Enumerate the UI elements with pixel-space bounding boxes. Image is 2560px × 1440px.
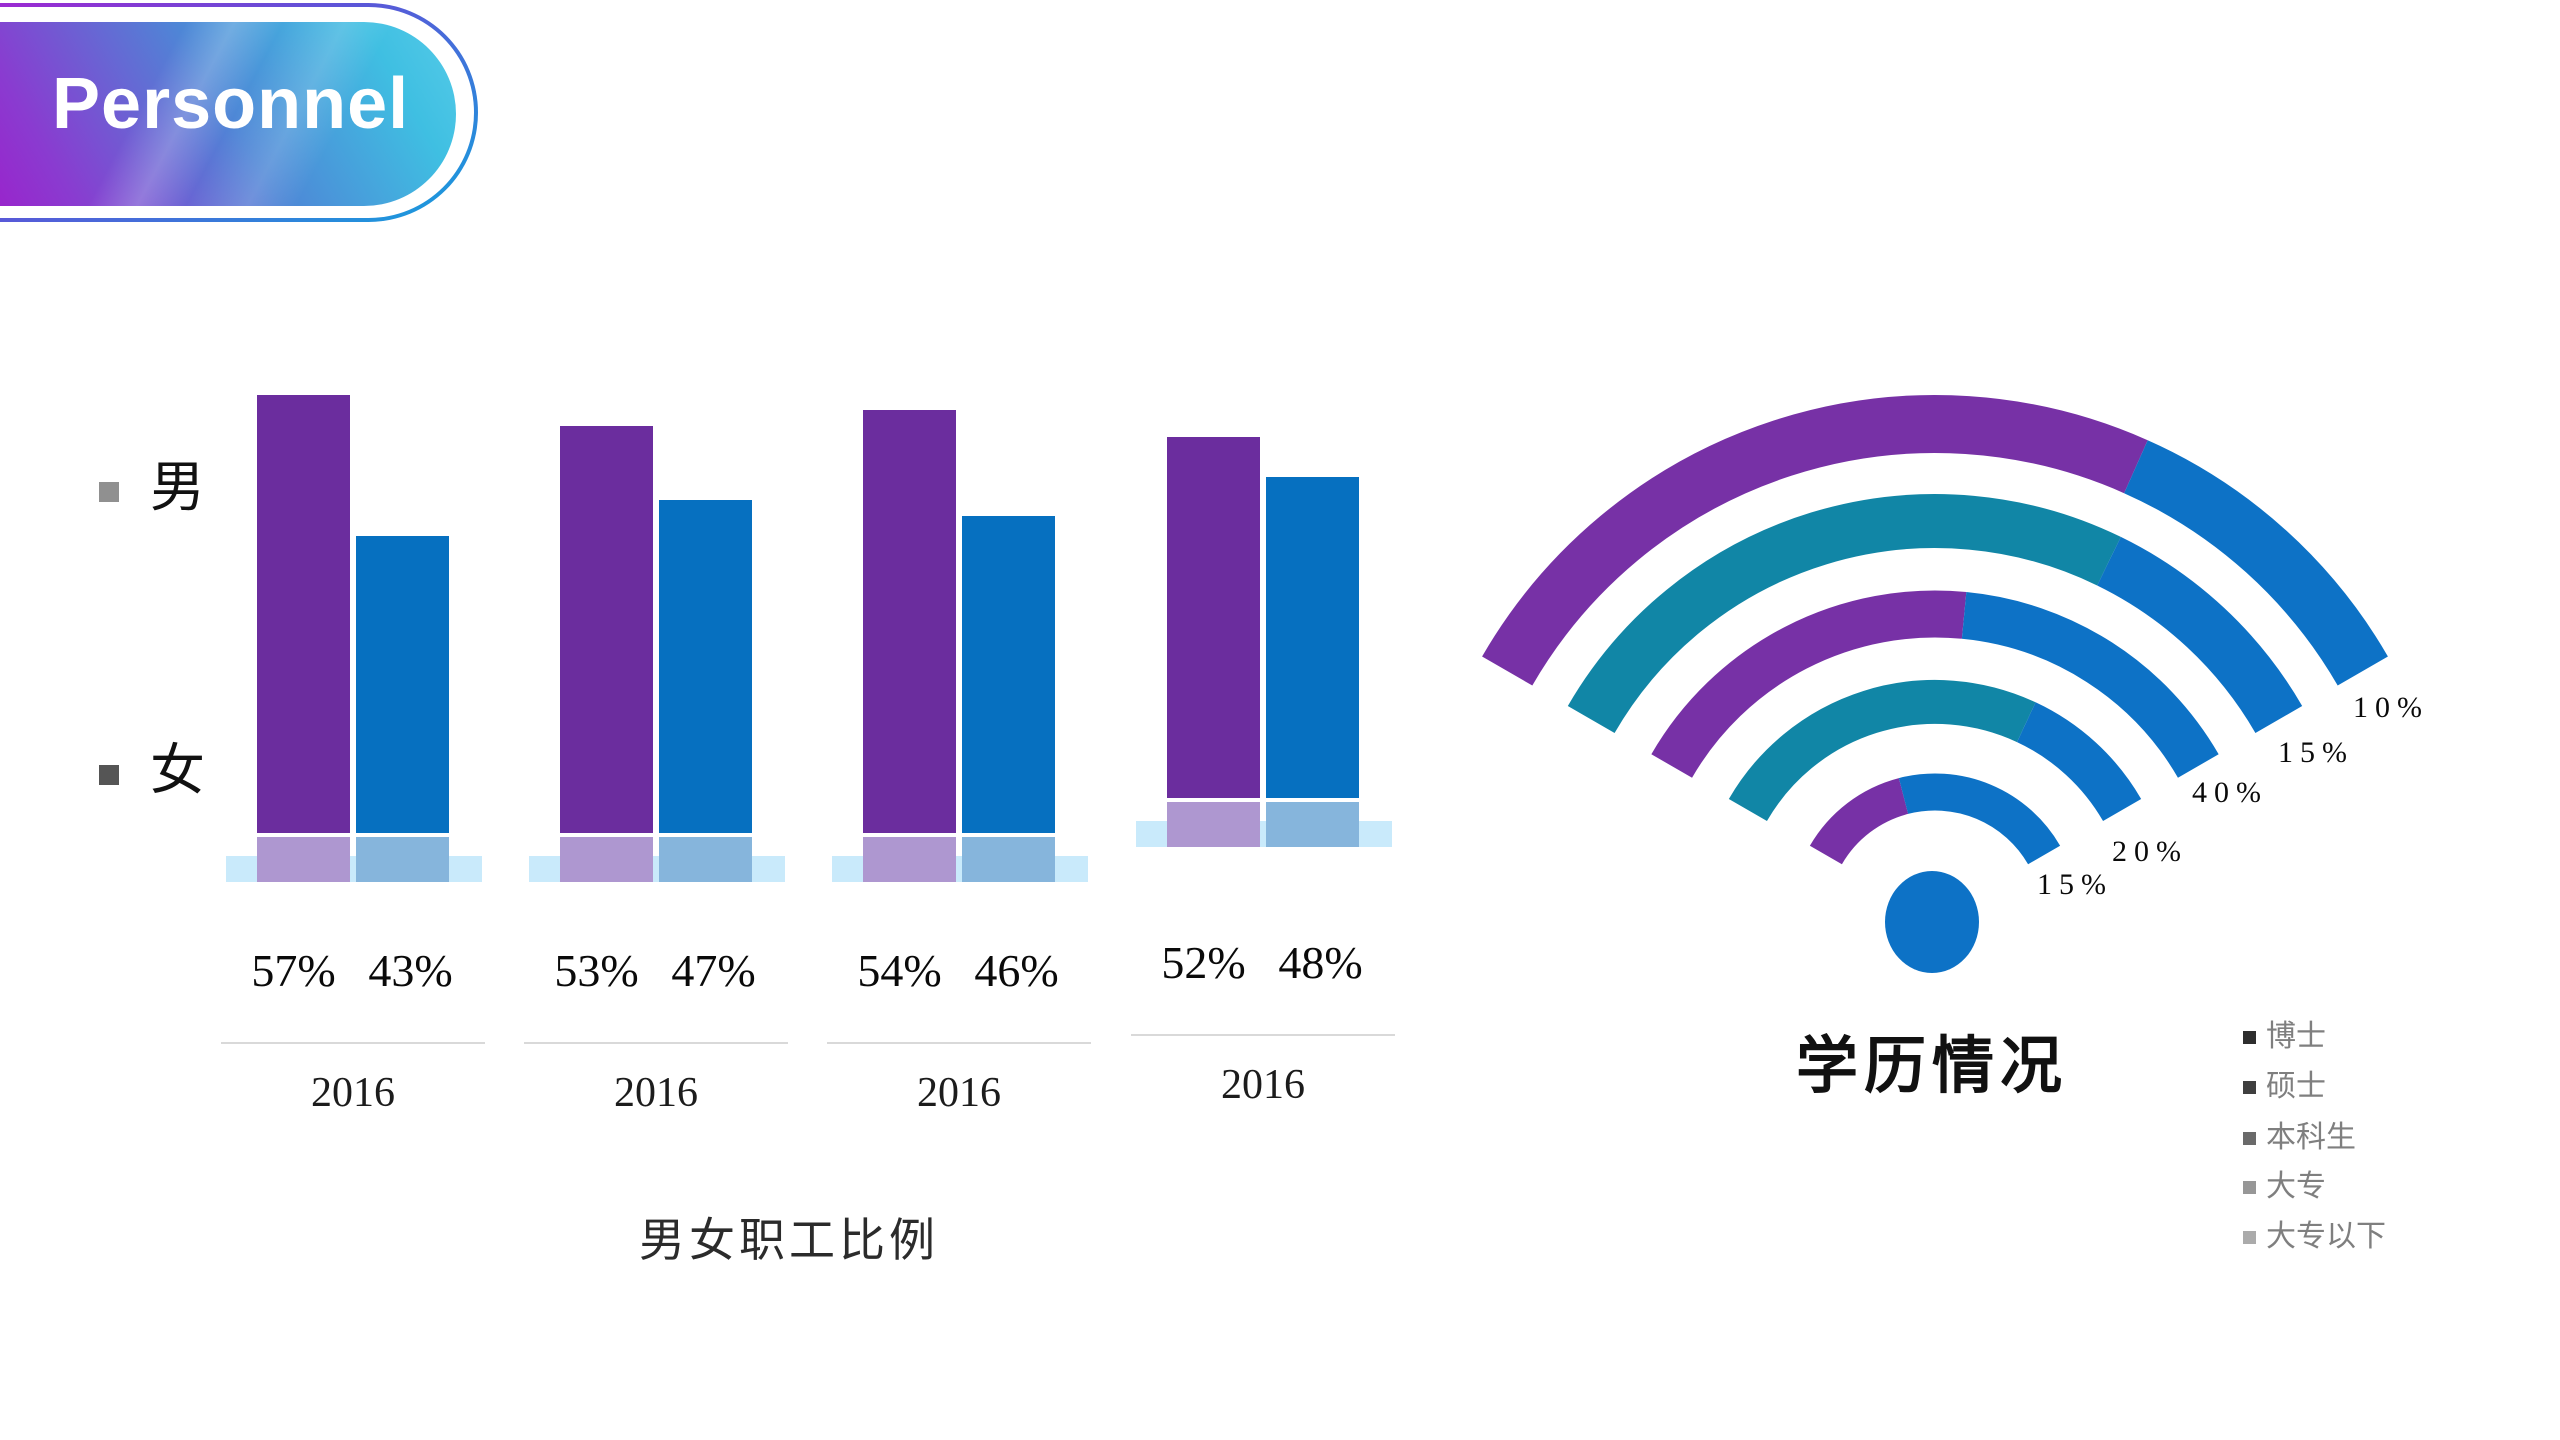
wifi-percent-label: 15% xyxy=(2278,736,2354,769)
gender-bar-male xyxy=(1167,437,1260,798)
group-axis-line xyxy=(827,1042,1091,1044)
male-percent-label: 57% xyxy=(251,945,336,996)
wifi-percent-label: 40% xyxy=(2192,776,2268,809)
year-label: 2016 xyxy=(614,1070,698,1116)
year-label: 2016 xyxy=(917,1070,1001,1116)
gender-bar-male xyxy=(257,395,350,833)
gender-bar-chart: 男 女 57% 43% 2016 53% 47% 2016 54% 46% 2016 52% 48%… xyxy=(99,395,1395,1266)
wifi-percent-label: 15% xyxy=(2037,868,2113,901)
edu-legend-item: 大专 xyxy=(2243,1170,2326,1204)
bar-reflection-male xyxy=(560,837,653,882)
male-percent-label: 54% xyxy=(857,945,942,996)
gender-bar-female xyxy=(962,516,1055,833)
legend-male-label: 男 xyxy=(150,457,206,518)
edu-legend-item: 大专以下 xyxy=(2243,1220,2386,1254)
gender-bar-male xyxy=(863,410,956,833)
wifi-arc-3-segment-b xyxy=(1961,592,2219,778)
edu-legend-marker xyxy=(2243,1030,2256,1044)
bar-reflection-female xyxy=(659,837,752,882)
edu-legend-label: 博士 xyxy=(2266,1020,2326,1053)
edu-legend-item: 硕士 xyxy=(2243,1070,2326,1104)
male-percent-label: 52% xyxy=(1161,937,1246,988)
legend-female-label: 女 xyxy=(150,740,206,801)
edu-legend-marker xyxy=(2243,1230,2256,1244)
wifi-arc-3-segment-a xyxy=(1651,590,1967,778)
edu-legend-marker xyxy=(2243,1131,2256,1145)
bar-reflection-female xyxy=(356,837,449,882)
bar-reflection-female xyxy=(1266,802,1359,847)
edu-legend-label: 大专以下 xyxy=(2266,1220,2386,1253)
wifi-arc-5-segment-a xyxy=(1809,778,1909,865)
wifi-dot xyxy=(1885,871,1979,973)
wifi-percent-label: 20% xyxy=(2112,835,2188,868)
wifi-svg xyxy=(1482,395,2388,973)
edu-legend-label: 硕士 xyxy=(2266,1070,2326,1103)
gender-bar-male xyxy=(560,426,653,833)
bar-reflection-male xyxy=(863,837,956,882)
group-axis-line xyxy=(524,1042,788,1044)
bar-reflection-female xyxy=(962,837,1055,882)
edu-legend-marker xyxy=(2243,1080,2256,1094)
edu-legend-item: 本科生 xyxy=(2243,1121,2356,1155)
bar-reflection-male xyxy=(257,837,350,882)
female-percent-label: 43% xyxy=(368,945,453,996)
year-label: 2016 xyxy=(311,1070,395,1116)
female-percent-label: 47% xyxy=(671,945,756,996)
gender-bar-female xyxy=(1266,477,1359,798)
personnel-badge: Personnel xyxy=(0,22,456,206)
wifi-arc-2-segment-b xyxy=(2096,536,2303,734)
education-wifi-chart: 10% 15% 40% 20% 15% 学历情况 博士 硕士 本科生 大专 大专以下 xyxy=(1380,350,2560,1440)
group-axis-line xyxy=(221,1042,485,1044)
gender-bar-female xyxy=(659,500,752,833)
gender-chart-title: 男女职工比例 xyxy=(639,1215,939,1266)
education-chart-title: 学历情况 xyxy=(1795,1033,2068,1101)
bar-reflection-male xyxy=(1167,802,1260,847)
year-label: 2016 xyxy=(1221,1062,1305,1108)
edu-legend-marker xyxy=(2243,1180,2256,1194)
wifi-percent-label: 10% xyxy=(2353,691,2429,724)
wifi-arc-1-segment-a xyxy=(1482,395,2148,686)
female-percent-label: 46% xyxy=(974,945,1059,996)
wifi-arc-1-segment-b xyxy=(2123,440,2388,686)
group-axis-line xyxy=(1131,1034,1395,1036)
female-percent-label: 48% xyxy=(1278,937,1363,988)
edu-legend-label: 本科生 xyxy=(2266,1121,2356,1154)
page-title: Personnel xyxy=(52,64,410,144)
wifi-arc-2-segment-a xyxy=(1567,494,2121,734)
wifi-arc-5-segment-b xyxy=(1898,773,2061,865)
male-percent-label: 53% xyxy=(554,945,639,996)
wifi-arc-4-segment-a xyxy=(1728,679,2036,822)
edu-legend-item: 博士 xyxy=(2243,1020,2326,1054)
legend-female-marker xyxy=(99,765,119,785)
wifi-arc-4-segment-b xyxy=(2016,702,2142,822)
edu-legend-label: 大专 xyxy=(2266,1170,2326,1203)
gender-bar-female xyxy=(356,536,449,833)
legend-male-marker xyxy=(99,482,119,502)
